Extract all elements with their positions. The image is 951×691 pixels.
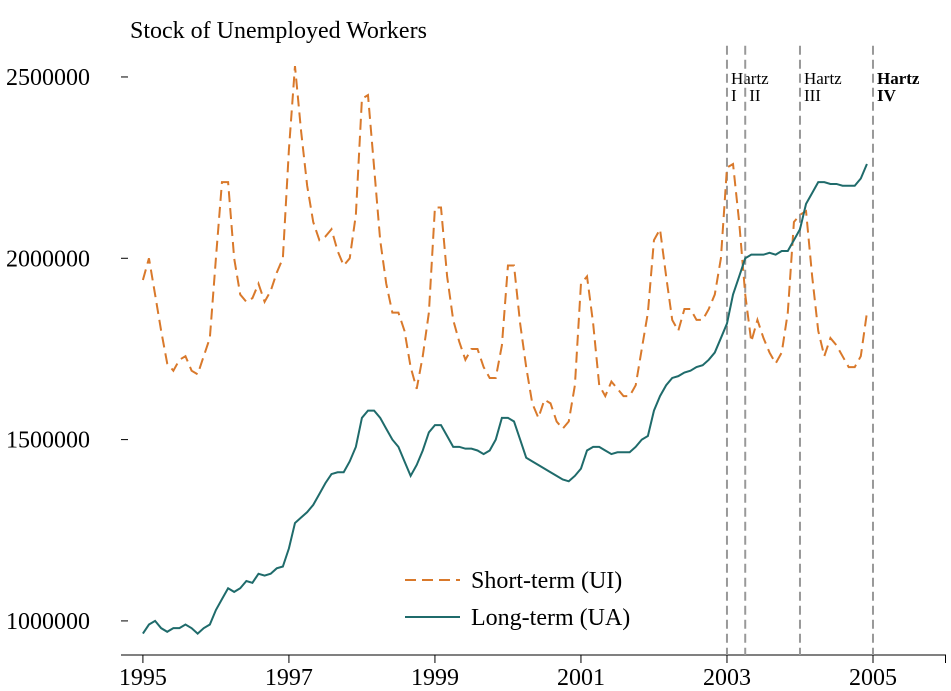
x-tick-label: 1999	[411, 665, 459, 691]
y-tick-label: 1000000	[6, 609, 90, 635]
reform-label: II	[749, 86, 761, 105]
series-line	[141, 65, 868, 431]
chart-title: Stock of Unemployed Workers	[130, 18, 427, 44]
y-tick-label: 1500000	[6, 428, 90, 454]
legend-label: Long-term (UA)	[471, 605, 630, 631]
reform-top-label: Hartz	[731, 69, 769, 88]
y-tick-label: 2000000	[6, 246, 90, 272]
x-tick-label: 2003	[703, 665, 751, 691]
reform-label: I	[731, 86, 737, 105]
legend-label: Short-term (UI)	[471, 568, 622, 594]
x-tick-label: 2005	[849, 665, 897, 691]
reform-top-label: Hartz	[877, 69, 920, 88]
x-tick-label: 2001	[557, 665, 605, 691]
x-tick-label: 1995	[119, 665, 167, 691]
reform-label: III	[804, 86, 821, 105]
y-tick-label: 2500000	[6, 65, 90, 91]
reform-label: IV	[877, 86, 897, 105]
x-tick-label: 1997	[265, 665, 313, 691]
reform-top-label: Hartz	[804, 69, 842, 88]
series-line	[142, 163, 868, 635]
